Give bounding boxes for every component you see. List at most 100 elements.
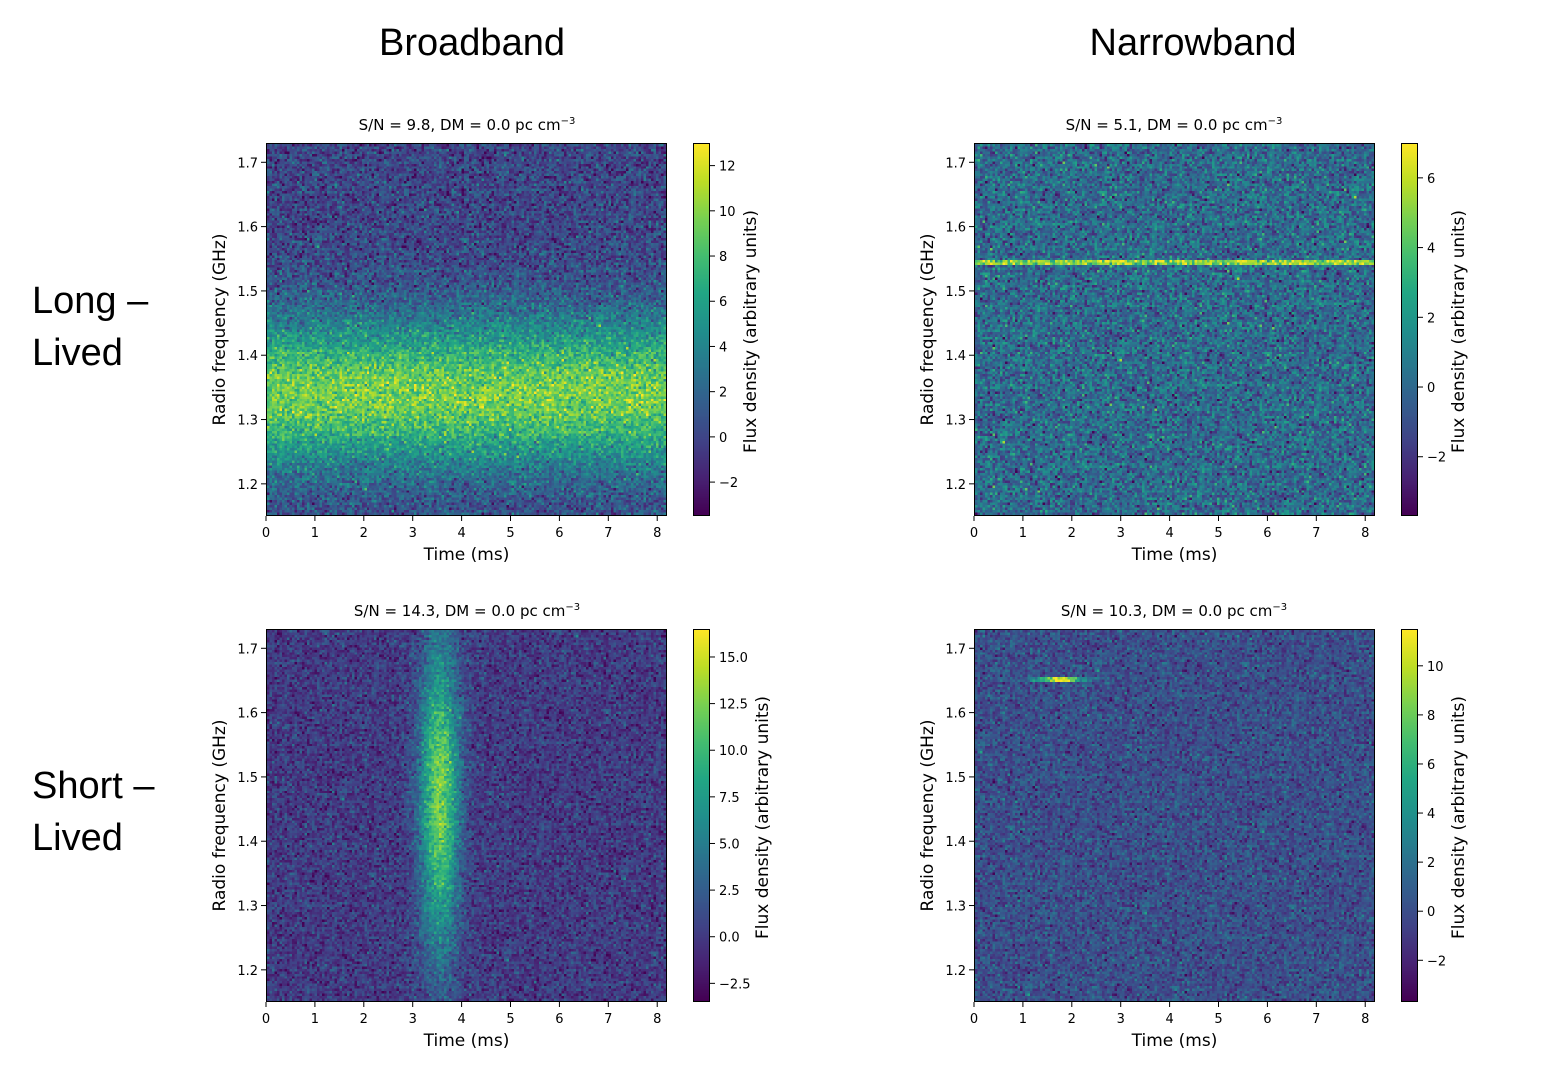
plot-title-text: S/N = 5.1, DM = 0.0 pc cm [1065,116,1268,134]
plot-title-text: S/N = 9.8, DM = 0.0 pc cm [358,116,561,134]
y-tick-label: 1.3 [237,900,258,915]
y-tick-label: 1.6 [945,221,966,236]
x-tick-label: 7 [604,526,612,541]
x-axis-label: Time (ms) [1131,545,1218,565]
x-tick-label: 4 [457,1012,465,1027]
x-tick-label: 3 [1117,1012,1125,1027]
y-tick-label: 1.5 [945,771,966,786]
row-label-line: Lived [32,332,123,374]
x-tick-label: 4 [457,526,465,541]
colorbar-tick-label: 4 [1427,807,1435,822]
x-axis-label: Time (ms) [423,545,510,565]
colorbar-tick-label: 2.5 [719,884,740,899]
x-tick-label: 0 [262,526,270,541]
plot-title: S/N = 9.8, DM = 0.0 pc cm−3 [317,116,617,134]
plot-title: S/N = 14.3, DM = 0.0 pc cm−3 [317,602,617,620]
x-tick-label: 1 [1019,526,1027,541]
colorbar [1401,629,1418,1002]
colorbar-tick-label: 15.0 [719,651,748,666]
x-tick-label: 5 [506,526,514,541]
y-tick-label: 1.2 [237,478,258,493]
y-tick-label: 1.6 [237,221,258,236]
y-tick-label: 1.2 [945,964,966,979]
y-tick-label: 1.4 [945,349,966,364]
y-tick-label: 1.7 [945,156,966,171]
colorbar-tick-label: 6 [1427,172,1435,187]
colorbar-tick-label: 2 [1427,856,1435,871]
colorbar-tick-label: 4 [719,340,727,355]
x-tick-label: 6 [1263,526,1271,541]
colorbar-tick-label: −2 [1427,954,1446,969]
x-tick-label: 2 [1068,1012,1076,1027]
colorbar-tick-label: 6 [1427,758,1435,773]
colorbar-tick-label: 0 [1427,905,1435,920]
y-tick-label: 1.4 [237,349,258,364]
colorbar-tick-label: 10 [719,205,736,220]
y-tick-label: 1.5 [237,285,258,300]
colorbar-tick-label: 2 [719,386,727,401]
y-axis-label: Radio frequency (GHz) [918,234,938,426]
y-tick-label: 1.7 [237,642,258,657]
x-tick-label: 6 [1263,1012,1271,1027]
column-header-broadband: Broadband [379,22,565,64]
x-tick-label: 0 [262,1012,270,1027]
plot-title-superscript: −3 [1272,602,1288,613]
row-label-short-lived: Short – Lived [32,760,155,864]
row-label-line: Short – [32,765,155,807]
y-tick-label: 1.2 [945,478,966,493]
x-tick-label: 8 [653,1012,661,1027]
colorbar-tick-label: 12 [719,160,736,175]
y-axis-label: Radio frequency (GHz) [918,720,938,912]
heatmap-image [266,143,667,516]
colorbar-label: Flux density (arbitrary units) [1449,210,1469,453]
x-tick-label: 2 [360,1012,368,1027]
y-axis-label: Radio frequency (GHz) [210,720,230,912]
colorbar-label: Flux density (arbitrary units) [1449,696,1469,939]
y-tick-label: 1.7 [237,156,258,171]
y-tick-label: 1.4 [945,835,966,850]
x-tick-label: 7 [1312,1012,1320,1027]
y-tick-label: 1.2 [237,964,258,979]
x-tick-label: 7 [604,1012,612,1027]
colorbar-tick-label: 8 [719,250,727,265]
y-tick-label: 1.3 [945,900,966,915]
x-tick-label: 7 [1312,526,1320,541]
colorbar-tick-label: 7.5 [719,791,740,806]
colorbar [693,143,710,516]
plot-title-text: S/N = 10.3, DM = 0.0 pc cm [1060,602,1273,620]
colorbar-tick-label: −2 [719,476,738,491]
x-tick-label: 2 [360,526,368,541]
x-tick-label: 1 [311,526,319,541]
colorbar-label: Flux density (arbitrary units) [753,696,773,939]
colorbar-tick-label: 6 [719,295,727,310]
colorbar [693,629,710,1002]
x-tick-label: 6 [555,1012,563,1027]
x-tick-label: 5 [1214,1012,1222,1027]
colorbar-tick-label: 4 [1427,242,1435,257]
y-tick-label: 1.4 [237,835,258,850]
colorbar-tick-label: 0 [719,431,727,446]
row-label-long-lived: Long – Lived [32,275,148,379]
plot-title: S/N = 10.3, DM = 0.0 pc cm−3 [1024,602,1324,620]
plot-title-superscript: −3 [565,602,581,613]
colorbar [1401,143,1418,516]
plot-title-superscript: −3 [560,116,576,127]
y-tick-label: 1.6 [237,707,258,722]
x-tick-label: 0 [970,526,978,541]
heatmap-image [974,629,1375,1002]
plot-title: S/N = 5.1, DM = 0.0 pc cm−3 [1024,116,1324,134]
x-tick-label: 3 [409,1012,417,1027]
y-axis-label: Radio frequency (GHz) [210,234,230,426]
x-tick-label: 4 [1165,1012,1173,1027]
heatmap-image [266,629,667,1002]
x-tick-label: 5 [1214,526,1222,541]
x-tick-label: 0 [970,1012,978,1027]
x-tick-label: 8 [1361,1012,1369,1027]
x-tick-label: 8 [1361,526,1369,541]
colorbar-tick-label: 10.0 [719,744,748,759]
y-tick-label: 1.6 [945,707,966,722]
x-tick-label: 2 [1068,526,1076,541]
x-tick-label: 1 [311,1012,319,1027]
